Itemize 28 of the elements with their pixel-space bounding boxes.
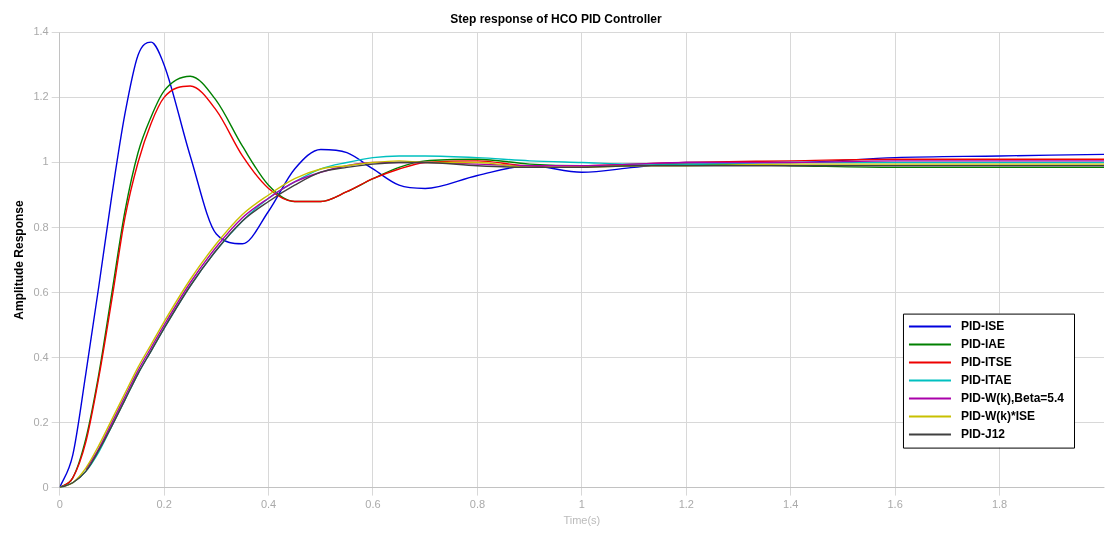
y-tick-label: 1.2 [33,90,49,103]
legend-label: PID-ITSE [960,354,1012,369]
x-tick-label: 0.4 [260,498,277,511]
legend-label: PID-W(k),Beta=5.4 [960,390,1065,405]
y-axis-title: Amplitude Response [11,200,26,320]
y-tick-label: 1.4 [33,25,49,38]
legend-label: PID-J12 [960,426,1006,441]
legend-label: PID-ITAE [960,372,1012,387]
y-tick-label: 0.2 [33,415,49,428]
y-tick-label: 0.4 [33,350,49,363]
chart-title: Step response of HCO PID Controller [450,11,663,26]
x-tick-label: 1.6 [887,498,903,511]
x-tick-label: 0.8 [469,498,486,511]
legend-label: PID-ISE [960,318,1005,333]
x-axis-title: Time(s) [563,514,601,527]
x-tick-label: 0 [56,498,63,511]
y-tick-label: 1 [42,155,49,168]
y-tick-label: 0.6 [33,285,49,298]
y-tick-label: 0.8 [33,220,49,233]
x-tick-label: 0.2 [156,498,172,511]
x-tick-label: 0.6 [365,498,381,511]
y-tick-label: 0 [42,480,49,493]
legend-label: PID-W(k)*ISE [960,408,1035,423]
x-tick-label: 1.2 [678,498,694,511]
x-tick-label: 1.4 [783,498,799,511]
x-tick-label: 1 [578,498,585,511]
x-tick-label: 1.8 [991,498,1008,511]
legend-label: PID-IAE [960,336,1005,351]
